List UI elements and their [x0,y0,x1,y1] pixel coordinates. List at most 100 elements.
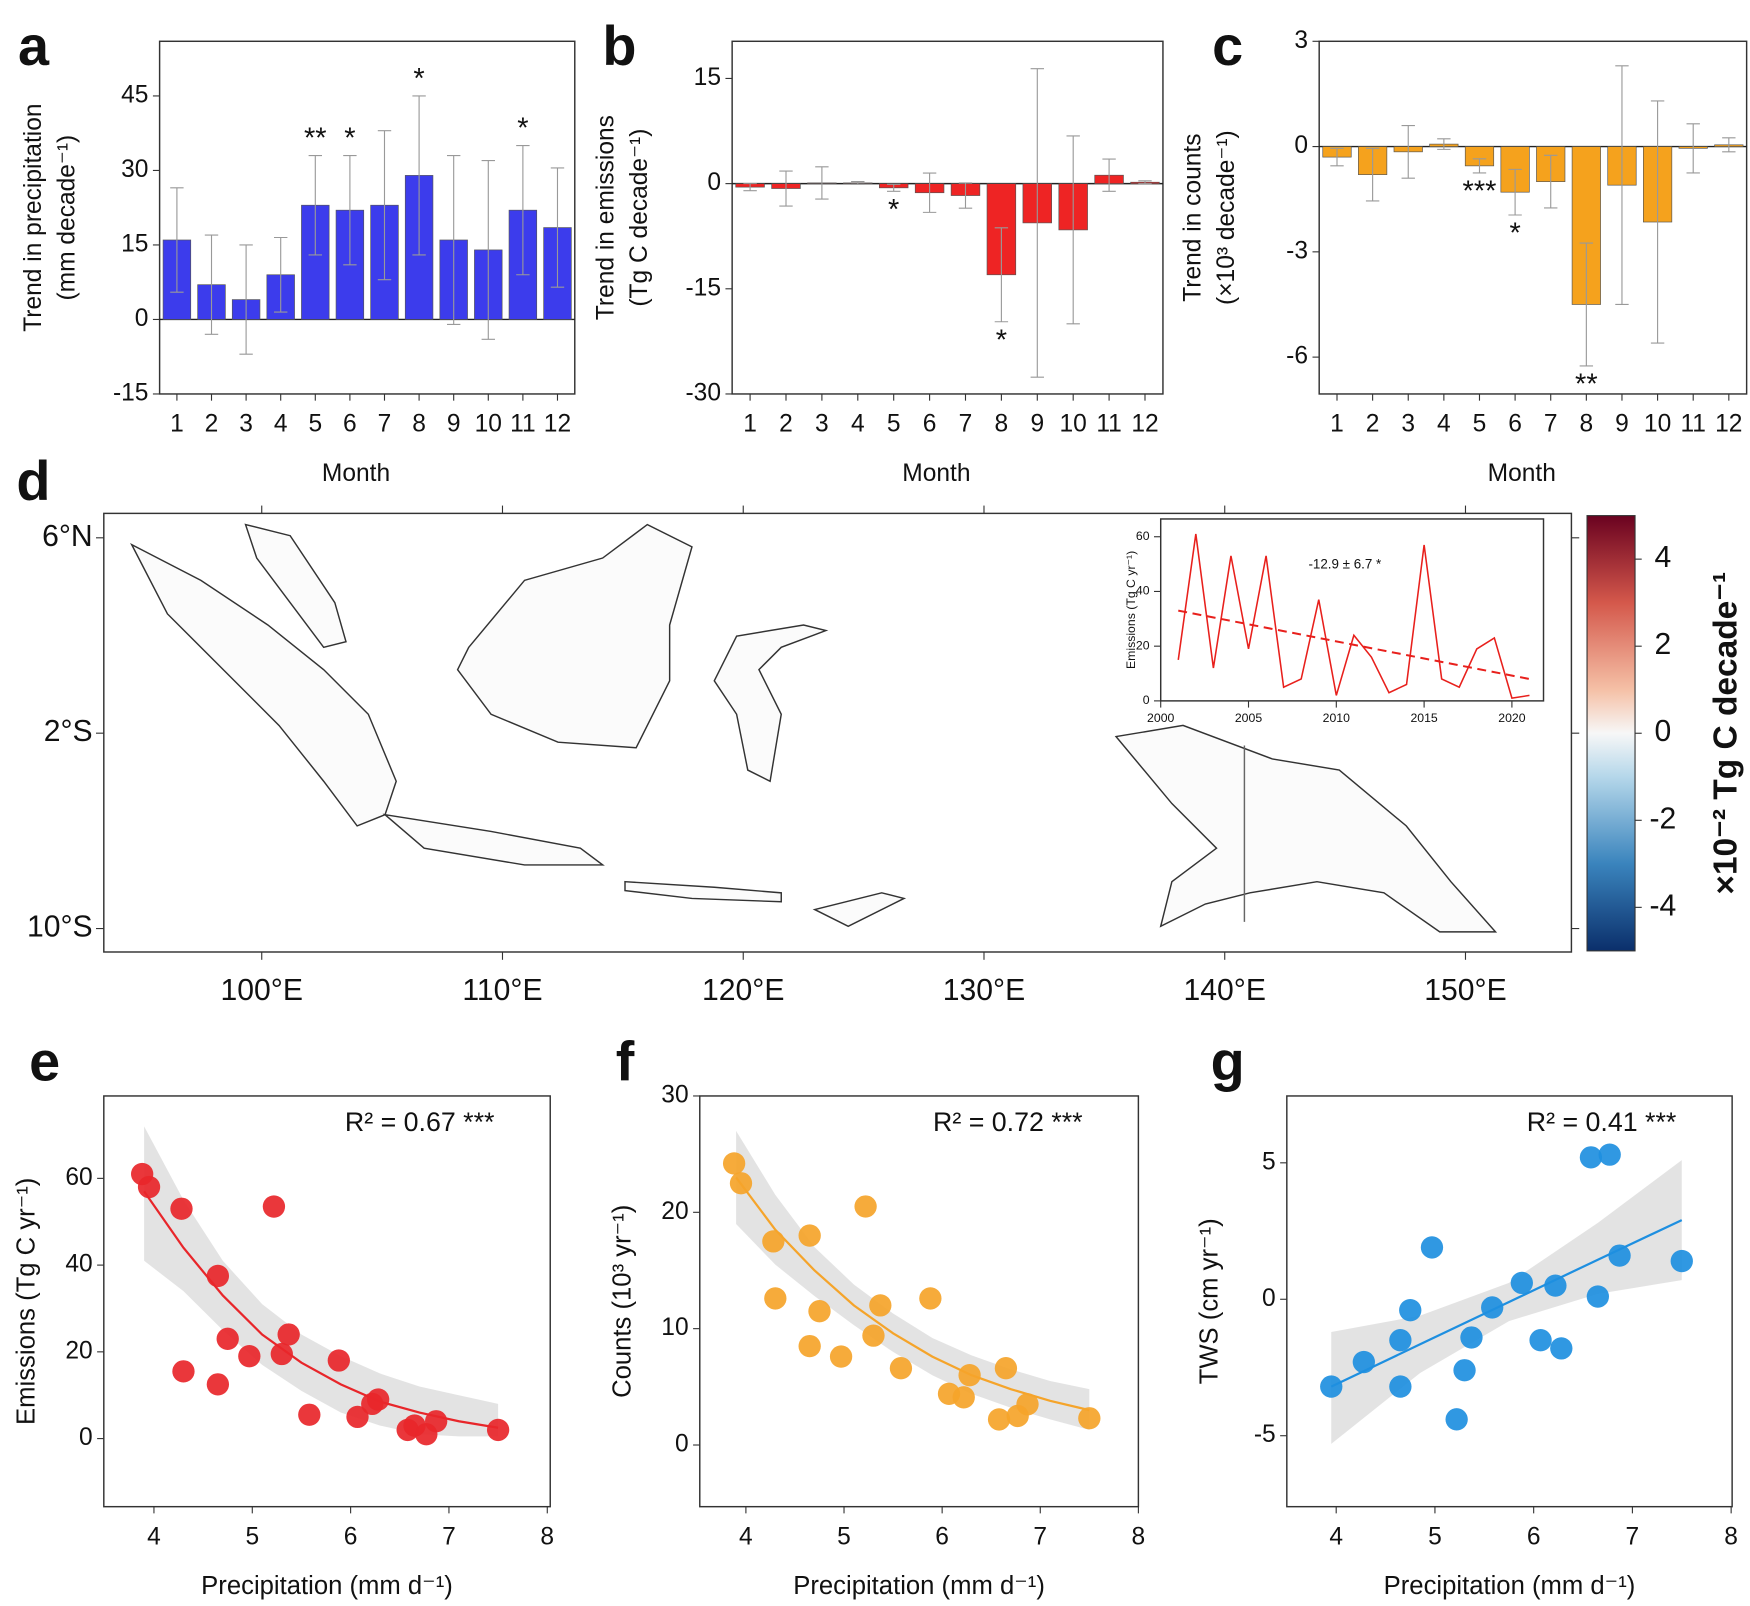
point [798,1224,821,1247]
point [1608,1244,1631,1267]
plot-frame [158,40,576,395]
point [425,1410,448,1433]
x-tick-label: 9 [447,411,461,438]
x-tick-label: 5 [245,1523,259,1550]
x-tick-label: 8 [1132,1523,1146,1550]
plot-frame [1286,1095,1733,1508]
point [729,1172,753,1195]
point [1320,1375,1343,1398]
error-bar [446,154,461,325]
x-tick-label: 2 [1366,411,1380,438]
y-tick-label: 40 [1136,584,1150,598]
y-tick-label: 15 [121,230,148,257]
x-tick-label: 12 [1131,411,1158,438]
point [170,1197,193,1220]
point [1598,1143,1621,1166]
x-tick-label: 10 [1060,411,1087,438]
point [958,1364,981,1387]
y-axis-label: TWS (cm yr⁻¹) [1196,1218,1224,1384]
x-tick-label: 3 [239,411,253,438]
x-tick-label: 2020 [1498,711,1525,725]
point [862,1324,885,1347]
error-bar [1544,154,1558,209]
point [1550,1337,1573,1360]
y-tick-label: -3 [1286,237,1308,264]
point [270,1342,293,1366]
point [1389,1375,1412,1398]
x-tick-label: 1 [743,411,757,438]
annotation: R² = 0.72 *** [933,1107,1083,1137]
colorbar-tick-label: 0 [1655,715,1672,748]
error-bar [1138,180,1152,185]
x-tick-label: 6 [1527,1523,1541,1550]
point [829,1345,853,1368]
point [854,1195,877,1218]
x-tick-label: 110°E [462,974,542,1007]
y-tick-label: 30 [121,156,148,183]
x-axis-label: Precipitation (mm d⁻¹) [201,1572,453,1600]
error-bar [1437,138,1451,150]
trend-line [1178,609,1530,680]
y-axis-label: Counts (10³ yr⁻¹) [609,1205,637,1398]
fit-line [1330,1219,1683,1388]
error-bar [1472,158,1487,174]
y-tick-label: 20 [1136,638,1150,652]
x-tick-label: 2000 [1147,711,1174,725]
point [1544,1274,1567,1297]
y-axis-label: Emissions (Tg C yr⁻¹) [1124,551,1138,669]
y-tick-label: -15 [686,274,721,301]
x-tick-label: 12 [544,411,571,438]
x-tick-label: 1 [170,411,184,438]
plot-frame [103,1095,551,1508]
panel-label: b [602,14,636,77]
y-axis-label: Trend in precipitation [20,103,47,331]
point [952,1386,975,1409]
x-tick-label: 6 [343,411,357,438]
point [994,1357,1018,1380]
error-bar [1066,135,1080,325]
panel-label: e [29,1030,60,1093]
panel-label: g [1211,1030,1245,1093]
x-tick-label: 5 [887,411,901,438]
y-axis-label: (mm decade⁻¹) [54,135,81,301]
x-tick-label: 6 [344,1523,358,1550]
point [137,1175,161,1199]
y-tick-label: -15 [113,379,148,406]
error-bar [886,183,901,192]
error-bar [1030,68,1044,378]
y-tick-label: -5 [1254,1421,1276,1448]
point [1016,1393,1039,1416]
plot-frame [699,1095,1140,1508]
error-bar [1330,147,1344,167]
y-tick-label: 3 [1294,27,1308,54]
x-tick-label: 2 [205,411,219,438]
error-bar [308,154,322,256]
point [1399,1299,1422,1322]
plot-frame [731,40,1164,395]
x-tick-label: 7 [1626,1523,1640,1550]
point [1352,1350,1375,1374]
point [1445,1408,1468,1431]
significance-label: * [413,63,424,95]
x-axis-label: Month [322,460,390,487]
significance-label: ** [304,123,327,155]
error-bar [994,227,1009,323]
x-tick-label: 4 [739,1523,753,1550]
y-axis-label: Trend in emissions [593,115,620,320]
x-tick-label: 120°E [702,974,784,1007]
error-bar [377,130,392,281]
point [206,1373,230,1396]
x-tick-label: 150°E [1424,974,1506,1007]
x-tick-label: 4 [147,1523,161,1550]
error-bar [851,180,865,185]
x-tick-label: 1 [1330,411,1344,438]
x-tick-label: 5 [1473,411,1487,438]
x-tick-label: 3 [815,411,829,438]
land-outlines [130,523,1498,933]
point [366,1388,390,1411]
point [889,1357,913,1380]
point [798,1334,821,1358]
y-tick-label: 0 [79,1424,93,1451]
y-tick-label: 60 [1136,529,1150,543]
confidence-band [144,1126,499,1437]
